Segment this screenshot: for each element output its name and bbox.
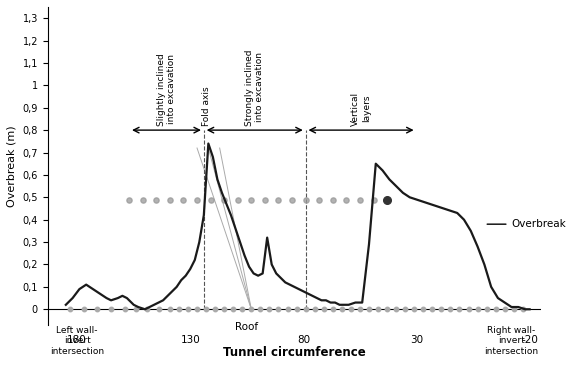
X-axis label: Tunnel circumference: Tunnel circumference <box>223 346 366 359</box>
Text: Slightly inclined
into excavation: Slightly inclined into excavation <box>157 53 176 126</box>
Y-axis label: Overbreak (m): Overbreak (m) <box>7 125 17 207</box>
Text: Vertical
layers: Vertical layers <box>351 92 371 126</box>
Text: Left wall-
invert
intersection: Left wall- invert intersection <box>50 326 104 356</box>
Text: Strongly inclined
into excavation: Strongly inclined into excavation <box>245 49 264 126</box>
Text: Roof: Roof <box>235 322 259 332</box>
Text: Right wall-
invert
intersection: Right wall- invert intersection <box>484 326 539 356</box>
Text: Fold axis: Fold axis <box>202 86 211 126</box>
Text: Overbreak: Overbreak <box>487 219 566 229</box>
